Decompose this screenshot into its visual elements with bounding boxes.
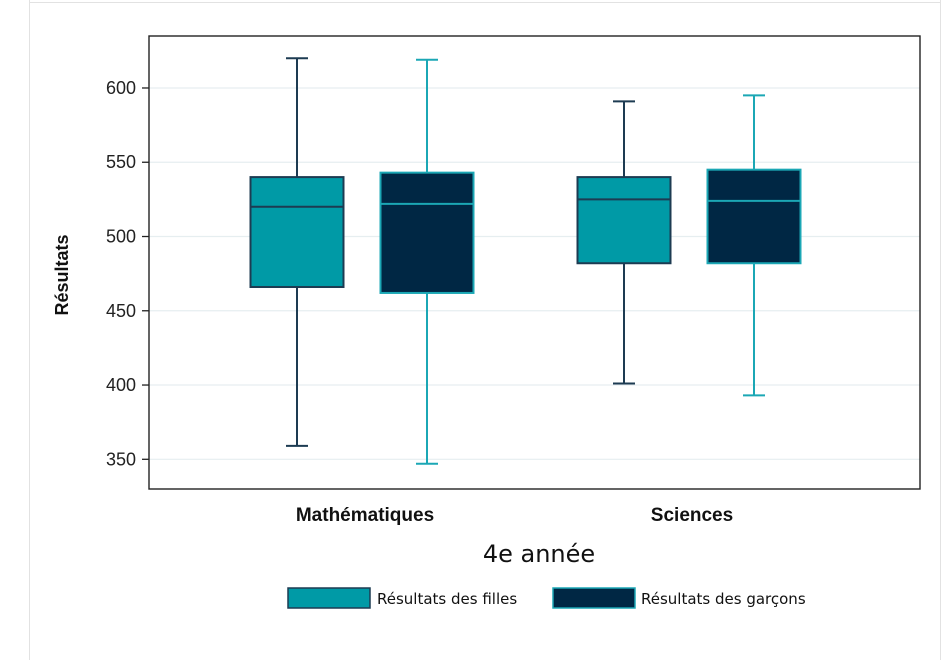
y-tick-label-450: 450	[106, 301, 136, 321]
legend-swatch-garcons	[552, 587, 636, 609]
y-tick-labels: 350 400 450 500 550 600	[106, 78, 136, 469]
box-0-1	[576, 100, 672, 385]
box-iqr	[379, 171, 475, 294]
box-series	[249, 57, 802, 465]
box-iqr	[249, 176, 345, 289]
y-tick-label-500: 500	[106, 227, 136, 247]
plot-border	[148, 35, 921, 490]
y-tick-label-550: 550	[106, 152, 136, 172]
frame-top-border	[29, 2, 941, 3]
y-tick-label-600: 600	[106, 78, 136, 98]
x-axis-title: 4e année	[483, 540, 595, 568]
y-axis-label: Résultats	[52, 234, 72, 315]
y-tick-label-350: 350	[106, 449, 136, 469]
legend: Résultats des filles Résultats des garço…	[287, 587, 806, 609]
frame-right-border	[940, 0, 941, 660]
x-category-label-0: Mathématiques	[296, 505, 434, 526]
x-category-label-1: Sciences	[651, 505, 733, 526]
legend-label-filles: Résultats des filles	[377, 590, 517, 608]
frame-left-border	[29, 0, 30, 660]
box-1-0	[379, 58, 475, 465]
legend-label-garcons: Résultats des garçons	[641, 590, 806, 608]
x-category-labels: Mathématiques Sciences	[296, 505, 733, 526]
axes	[142, 35, 921, 490]
y-tick-label-400: 400	[106, 375, 136, 395]
box-iqr	[576, 176, 672, 265]
legend-swatch-filles	[287, 587, 371, 609]
box-1-1	[706, 94, 802, 397]
box-0-0	[249, 57, 345, 447]
box-iqr	[706, 168, 802, 265]
